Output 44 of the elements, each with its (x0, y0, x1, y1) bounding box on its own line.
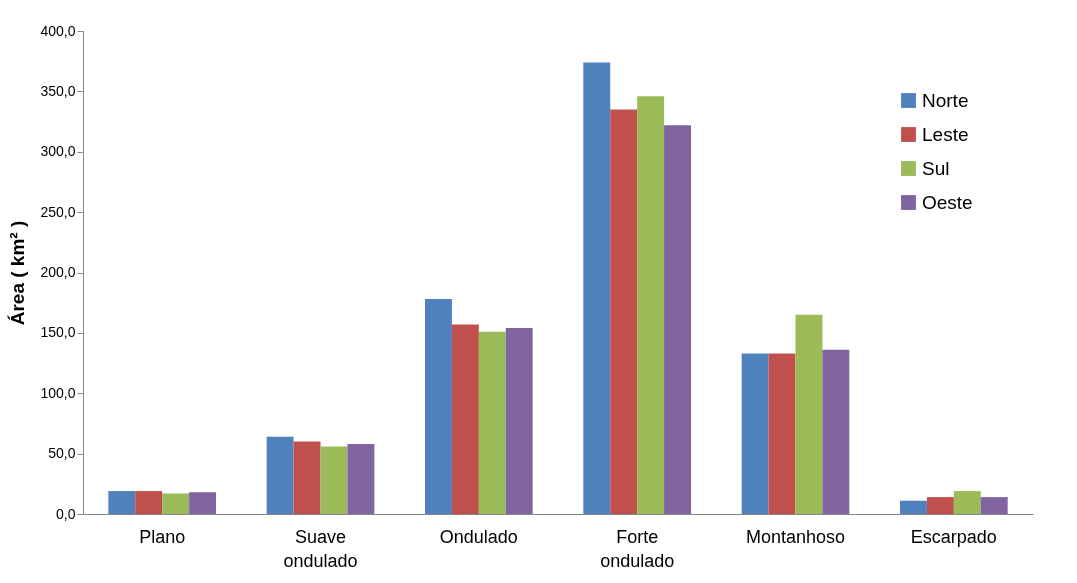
x-tick-label: Ondulado (439, 526, 518, 547)
y-tick-label: 300,0 (40, 143, 76, 160)
bar (451, 324, 479, 514)
bar (953, 491, 981, 514)
y-tick-label: 200,0 (40, 264, 76, 280)
bar (900, 500, 927, 514)
x-tick-label: Montanhoso (745, 526, 846, 547)
y-tick-label: 350,0 (40, 82, 76, 99)
bar (266, 436, 294, 514)
y-tick-label: 250,0 (40, 203, 76, 220)
bar (664, 125, 691, 514)
bar (926, 497, 954, 514)
bar (320, 446, 348, 514)
y-axis-title: Área ( km² ) (7, 220, 29, 326)
bar (162, 493, 190, 514)
x-tick-label: Forte ondulado (600, 526, 675, 571)
bar (478, 331, 506, 514)
x-tick-label: Plano (139, 526, 186, 547)
y-tick-label: 100,0 (40, 384, 76, 401)
bar (610, 109, 638, 514)
bar (293, 441, 321, 514)
y-tick-label: 150,0 (40, 324, 76, 341)
legend-label: Leste (922, 123, 969, 145)
bar (795, 314, 823, 514)
x-tick-label: Escarpado (910, 526, 997, 547)
legend-label: Sul (922, 157, 950, 179)
bar (980, 497, 1008, 514)
bar (768, 353, 796, 514)
legend-label: Oeste (922, 191, 973, 213)
bar (822, 349, 850, 514)
y-tick-label: 50,0 (48, 445, 76, 462)
y-tick-label: 400,0 (40, 22, 76, 39)
y-tick-label: 0,0 (56, 505, 76, 522)
bar (347, 443, 375, 514)
bar (505, 328, 533, 514)
bar (741, 353, 769, 514)
legend-label: Norte (922, 89, 969, 111)
bar (637, 96, 665, 514)
bar (108, 491, 136, 514)
bar (425, 299, 452, 514)
x-tick-label: Suave ondulado (283, 526, 358, 571)
bar (135, 491, 163, 514)
bar (583, 62, 611, 514)
bar (189, 492, 216, 514)
